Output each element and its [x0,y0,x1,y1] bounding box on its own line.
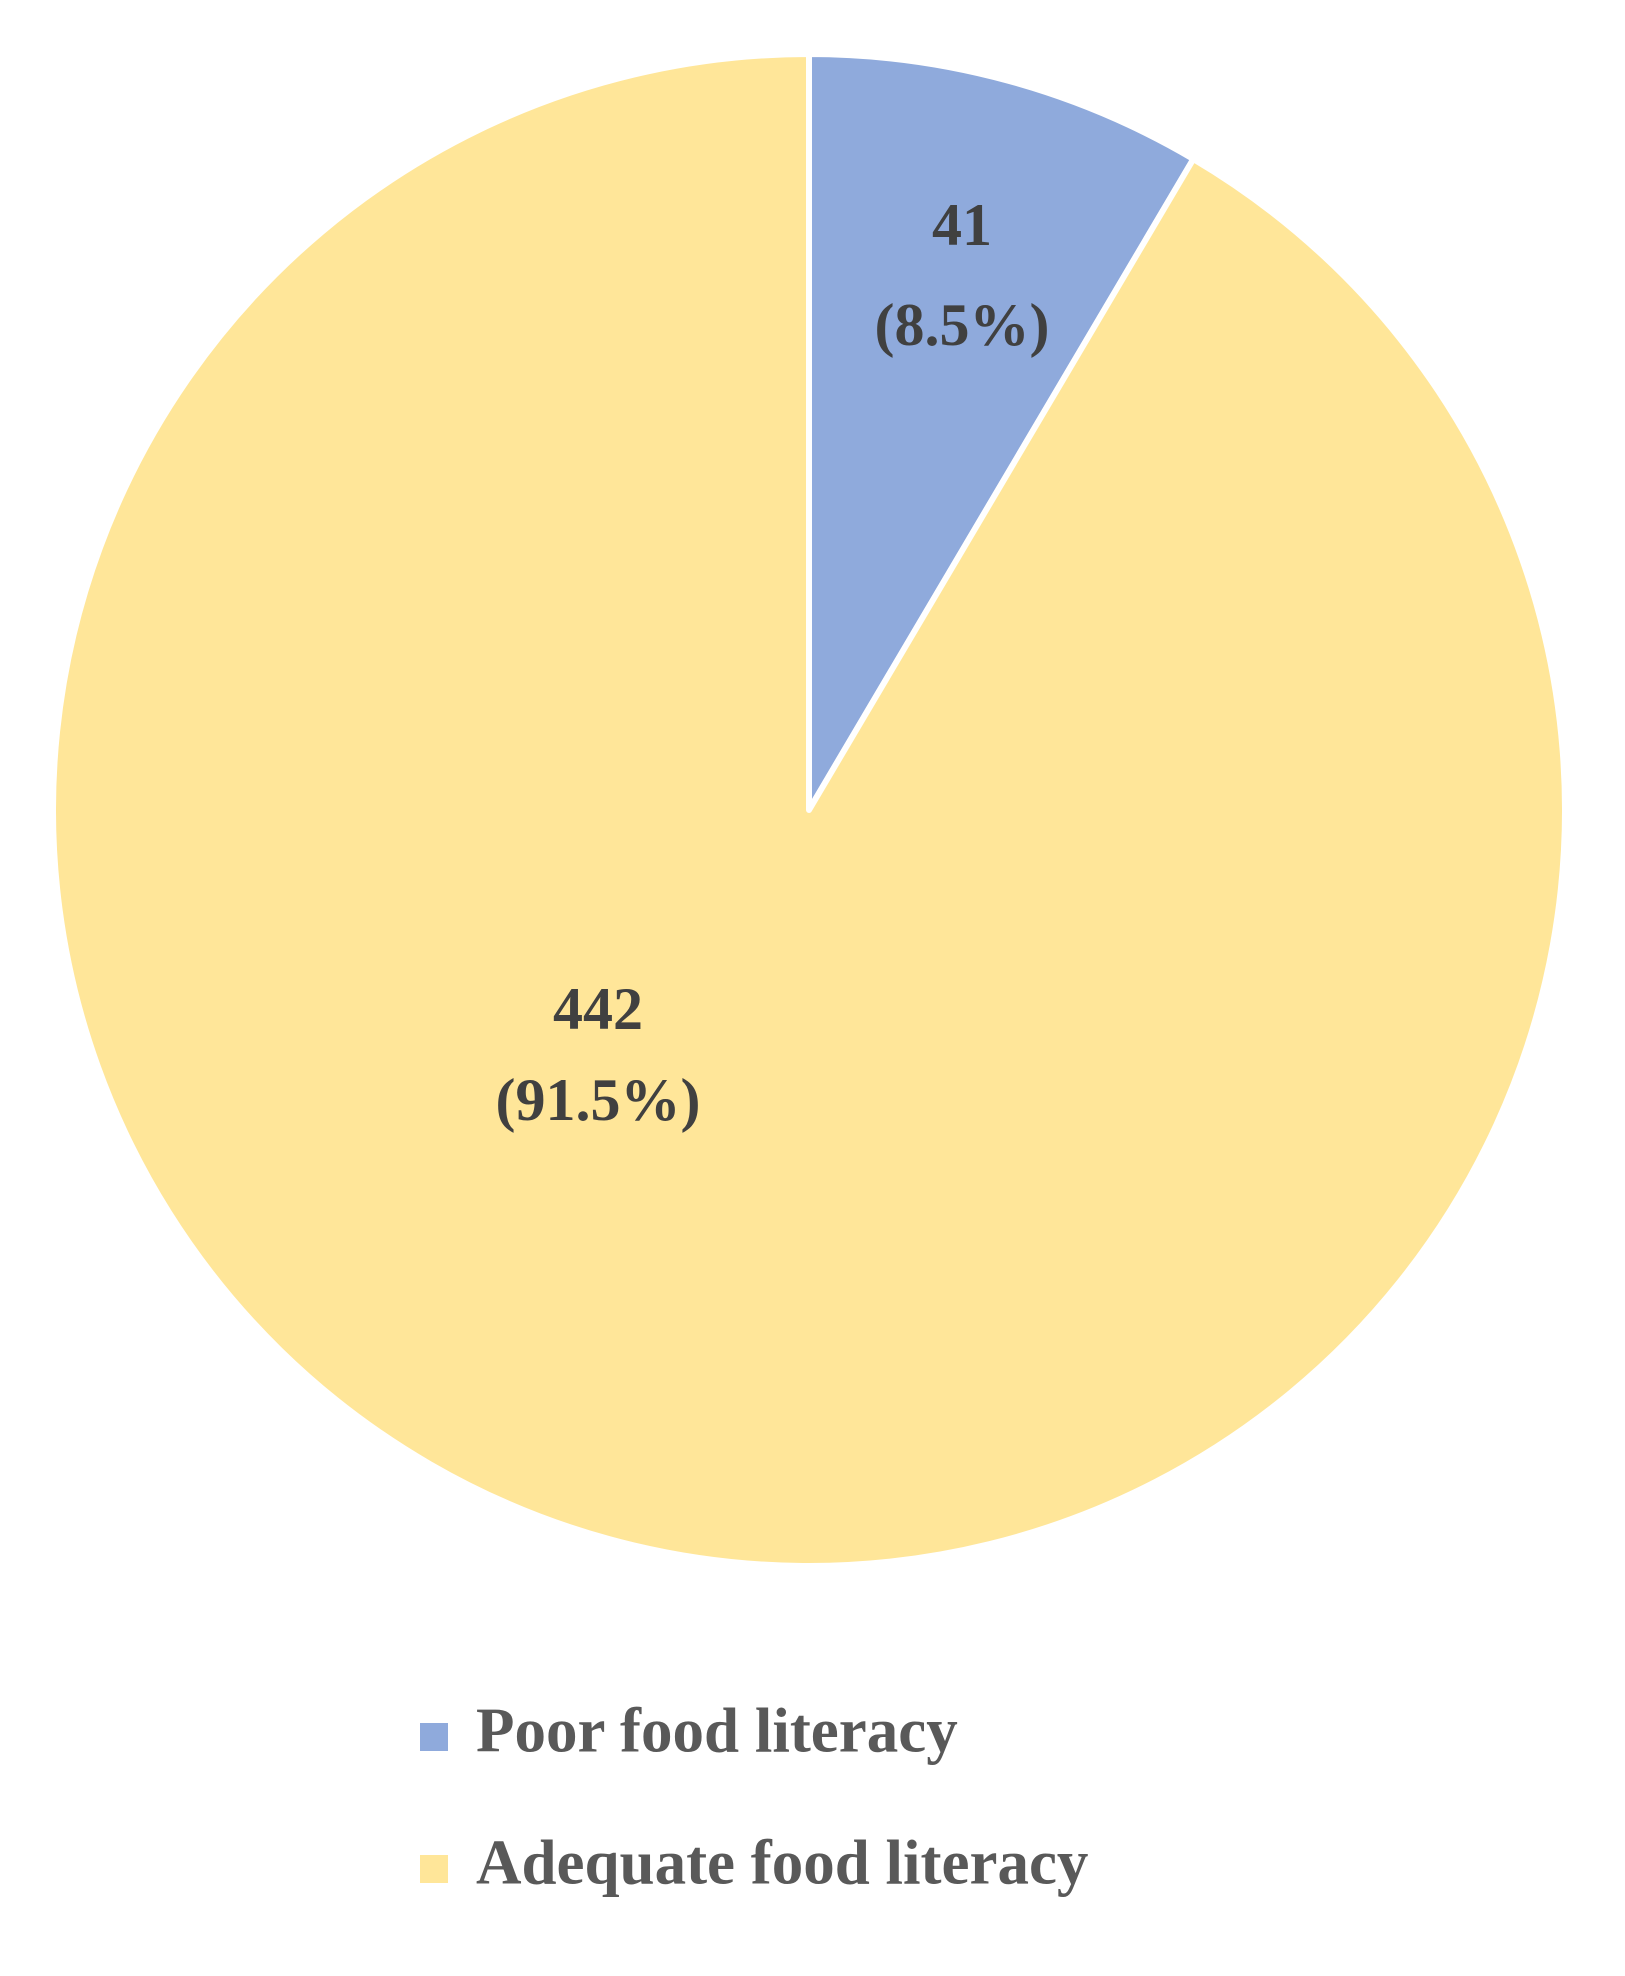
data-label: 442 [553,976,643,1042]
percent-label: (8.5%) [875,292,1050,358]
pie-slice [50,51,1568,1569]
percent-label: (91.5%) [496,1067,701,1133]
pie-slice [806,51,1197,813]
legend-label: Poor food literacy [476,1695,958,1765]
legend-swatch [420,1723,448,1751]
legend-label: Adequate food literacy [476,1827,1088,1897]
legend-swatch [420,1855,448,1883]
data-label: 41 [932,192,992,258]
